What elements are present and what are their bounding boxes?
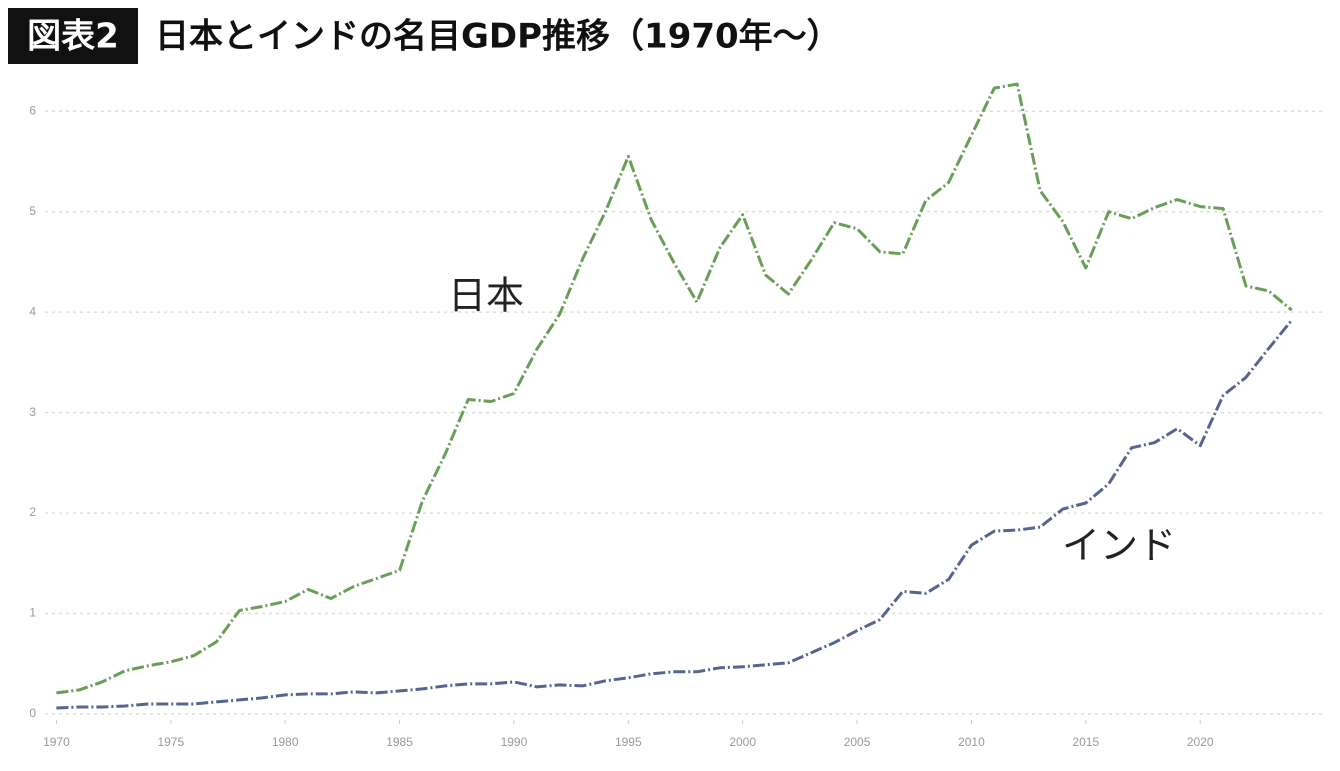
series-label: 日本 bbox=[448, 274, 524, 318]
y-tick-label: 1 bbox=[29, 606, 36, 620]
x-tick-label: 1975 bbox=[157, 735, 184, 749]
y-tick-label: 2 bbox=[29, 505, 36, 519]
y-tick-label: 3 bbox=[29, 405, 36, 419]
x-tick-label: 2010 bbox=[958, 735, 985, 749]
x-tick-label: 2000 bbox=[729, 735, 756, 749]
y-tick-label: 6 bbox=[29, 103, 36, 117]
x-tick-label: 1995 bbox=[615, 735, 642, 749]
x-tick-label: 2020 bbox=[1187, 735, 1214, 749]
x-tick-label: 1980 bbox=[272, 735, 299, 749]
badge-box bbox=[8, 8, 138, 64]
x-tick-label: 2015 bbox=[1072, 735, 1099, 749]
x-tick-label: 1970 bbox=[43, 735, 70, 749]
x-tick-label: 1990 bbox=[501, 735, 528, 749]
series-label: インド bbox=[1062, 524, 1176, 568]
series-line bbox=[56, 82, 1293, 695]
x-tick-label: 1985 bbox=[386, 735, 413, 749]
x-tick-label: 2005 bbox=[844, 735, 871, 749]
badge: 図表2 bbox=[27, 17, 119, 57]
y-tick-label: 4 bbox=[29, 304, 36, 318]
y-tick-label: 5 bbox=[29, 204, 36, 218]
chart-title: 日本とインドの名目GDP推移（1970年〜） bbox=[155, 17, 841, 57]
series-line bbox=[56, 319, 1293, 710]
y-tick-label: 0 bbox=[29, 706, 36, 720]
